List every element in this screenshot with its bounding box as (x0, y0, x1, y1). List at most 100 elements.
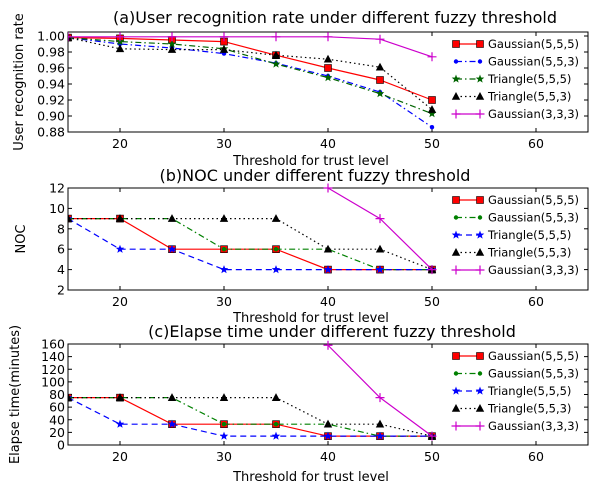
legend-marker (476, 40, 484, 48)
series-line-4 (68, 397, 433, 437)
series-line-5 (68, 36, 433, 58)
y-tick-label: 2 (57, 283, 65, 298)
data-point (271, 32, 281, 42)
data-point (167, 244, 177, 253)
data-point (221, 247, 227, 252)
x-tick-label: 30 (216, 294, 232, 309)
data-point (427, 105, 437, 113)
series-group (68, 183, 437, 275)
chart-panel-1: (a)User recognition rate under different… (12, 8, 589, 169)
legend-label: Triangle(5,5,3) (487, 246, 571, 260)
y-tick-label: 140 (41, 349, 65, 364)
data-point (375, 431, 385, 440)
x-tick-label: 50 (424, 136, 440, 151)
series-line-1 (68, 37, 433, 101)
y-tick-label: 80 (49, 387, 65, 402)
legend-marker (452, 352, 460, 360)
legend-marker (476, 352, 484, 360)
data-point (323, 419, 333, 428)
legend-label: Gaussian(5,5,3) (488, 211, 579, 225)
data-point (115, 419, 125, 428)
data-point (376, 76, 384, 84)
legend-label: Gaussian(5,5,5) (488, 193, 579, 207)
data-point (323, 183, 333, 193)
data-point (428, 96, 436, 104)
data-point (323, 244, 333, 253)
data-point (375, 214, 385, 224)
data-point (115, 244, 125, 253)
legend-marker (475, 265, 485, 275)
data-point (167, 32, 177, 42)
data-point (115, 393, 125, 401)
data-point (219, 265, 229, 274)
data-point (68, 214, 73, 222)
x-tick-label: 50 (424, 449, 440, 464)
legend-marker (451, 92, 461, 100)
x-tick-label: 60 (528, 449, 544, 464)
data-point (324, 64, 332, 72)
data-point (271, 431, 281, 440)
data-point (273, 421, 279, 427)
y-tick-label: 120 (41, 362, 65, 377)
data-point (375, 62, 385, 71)
y-tick-label: 0 (57, 438, 65, 453)
x-tick-label: 30 (216, 449, 232, 464)
data-point (167, 45, 177, 53)
y-tick-label: 160 (41, 337, 65, 352)
x-tick-label: 20 (112, 136, 128, 151)
data-point (68, 393, 73, 401)
x-tick-label: 40 (320, 136, 336, 151)
data-point (115, 44, 125, 53)
data-point (221, 421, 227, 427)
legend-marker (475, 230, 485, 239)
legend-marker (475, 421, 485, 431)
legend-label: Gaussian(5,5,5) (488, 349, 579, 363)
legend-marker (476, 196, 484, 204)
data-point (219, 214, 229, 222)
legend-marker (452, 40, 460, 48)
y-tick-label: 12 (49, 181, 65, 196)
y-tick-label: 0.92 (37, 93, 65, 108)
data-point (273, 247, 279, 252)
y-tick-label: 0.88 (37, 125, 65, 140)
chart-title: (c)Elapse time under different fuzzy thr… (148, 322, 516, 341)
legend-marker (451, 74, 461, 83)
x-axis-label: Threshold for trust level (232, 311, 389, 326)
chart-panel-2: (b)NOC under different fuzzy threshold 20… (14, 166, 589, 326)
legend-label: Triangle(5,5,3) (487, 90, 571, 104)
data-point (427, 431, 437, 441)
data-point (375, 265, 385, 274)
y-tick-label: 1.00 (37, 29, 65, 44)
series-group (68, 340, 437, 441)
data-point (219, 45, 229, 53)
y-tick-label: 8 (57, 221, 65, 236)
series-group (68, 32, 437, 130)
data-point (219, 431, 229, 440)
series-line-3 (68, 218, 432, 271)
legend-marker (452, 196, 460, 204)
series-line-5 (327, 187, 433, 271)
y-tick-label: 10 (49, 201, 65, 216)
y-tick-label: 6 (57, 242, 65, 257)
data-point (375, 34, 385, 44)
data-point (323, 32, 333, 42)
legend-marker (475, 248, 485, 256)
data-point (219, 393, 229, 401)
data-point (323, 73, 333, 82)
legend: Gaussian(5,5,5) Gaussian(5,5,3) Triangle(5… (451, 37, 579, 121)
data-point (323, 431, 333, 440)
legend-label: Gaussian(5,5,3) (488, 55, 579, 69)
x-tick-label: 40 (320, 294, 336, 309)
legend-marker (475, 74, 485, 83)
y-tick-label: 20 (49, 425, 65, 440)
legend-marker (453, 371, 459, 376)
x-axis-label: Threshold for trust level (232, 470, 389, 485)
y-tick-label: 4 (57, 262, 65, 277)
x-axis-label: Threshold for trust level (232, 154, 389, 169)
legend-marker (451, 386, 461, 395)
legend-marker (451, 404, 461, 412)
legend-label: Triangle(5,5,5) (487, 228, 571, 242)
y-tick-label: 0.94 (37, 77, 65, 92)
series-line-1 (68, 397, 432, 437)
legend-label: Gaussian(5,5,5) (488, 37, 579, 51)
